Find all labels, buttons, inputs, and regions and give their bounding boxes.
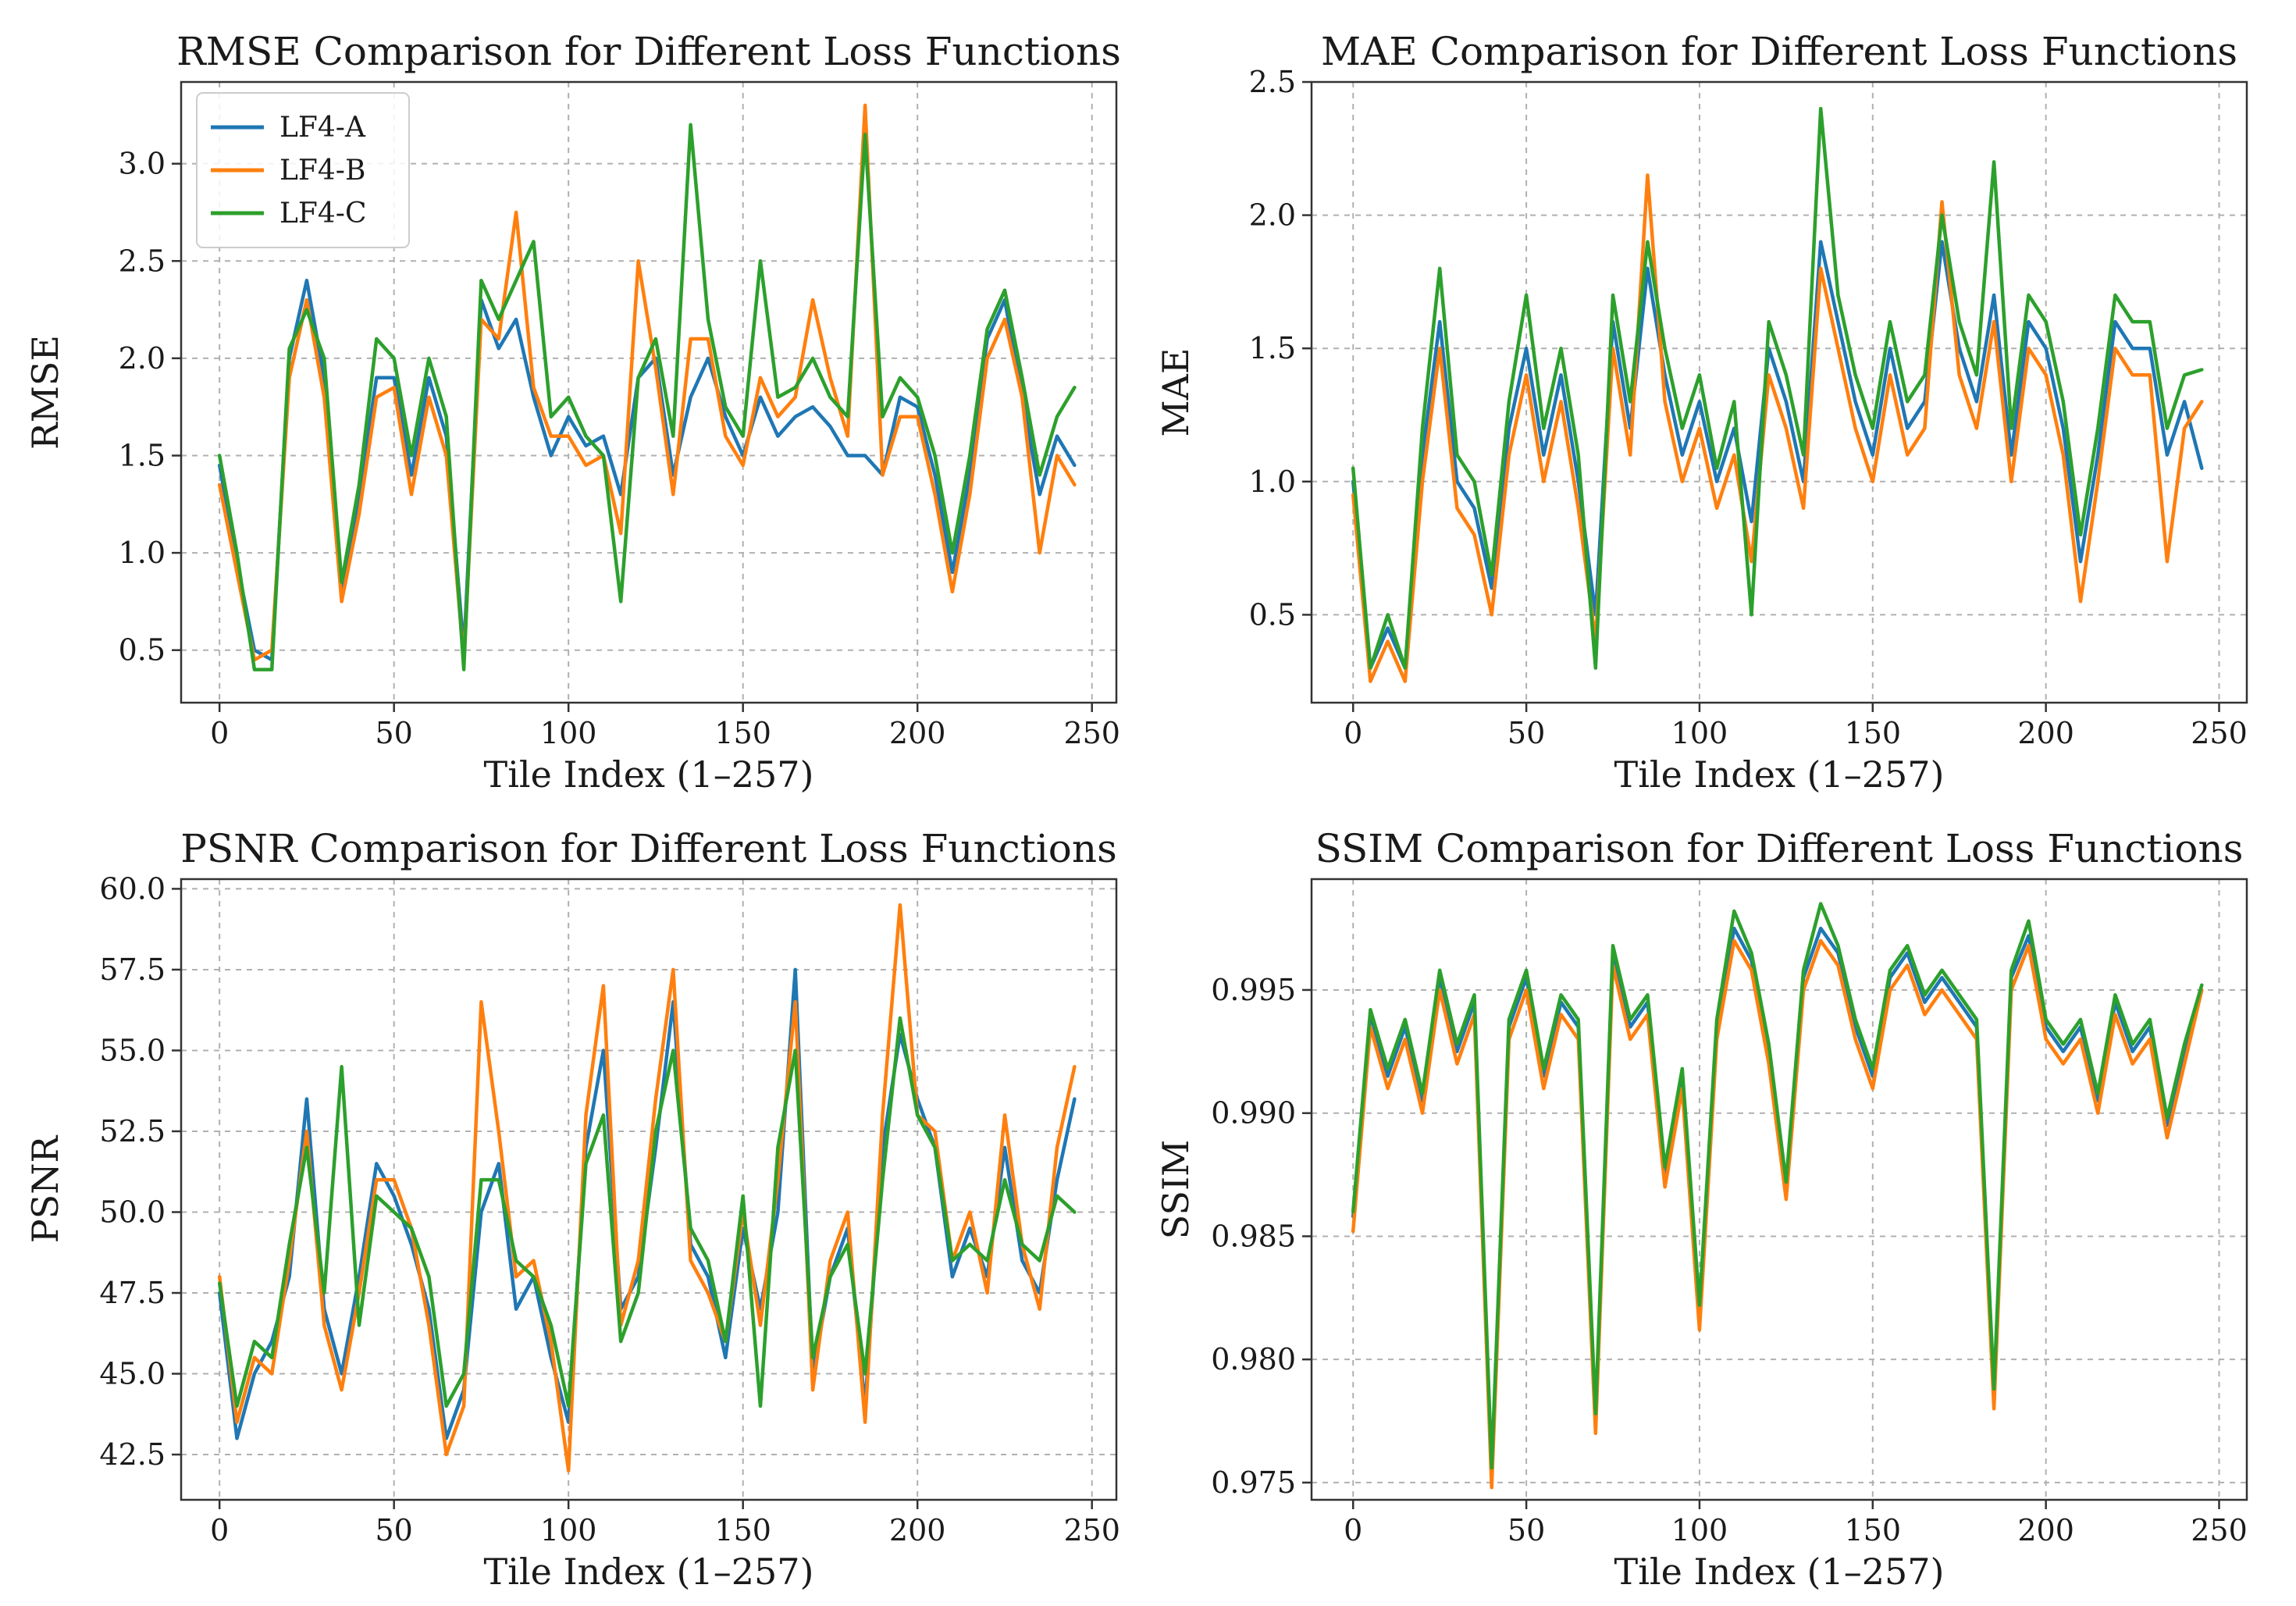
rmse-x-tick-label-2: 100 — [540, 716, 597, 750]
mae-series-lf4-b — [1351, 173, 2204, 683]
mae-series-lf4-c — [1351, 106, 2204, 670]
psnr-y-tick-label-0: 42.5 — [99, 1437, 166, 1472]
rmse-y-tick-label-5: 3.0 — [119, 147, 166, 181]
ssim-chart-title: SSIM Comparison for Different Loss Funct… — [1315, 826, 2244, 871]
ssim-y-axis-label: SSIM — [1155, 1140, 1197, 1240]
psnr-y-tick-label-1: 45.0 — [99, 1357, 166, 1391]
ssim-y-tick-label-4: 0.995 — [1211, 973, 1296, 1007]
mae-x-tick-label-2: 100 — [1671, 716, 1728, 750]
mae-x-tick-label-3: 150 — [1845, 716, 1902, 750]
rmse-y-tick-label-2: 1.5 — [119, 438, 166, 472]
rmse-legend: LF4-A LF4-B LF4-C — [196, 92, 410, 248]
psnr-y-tick-label-2: 47.5 — [99, 1276, 166, 1310]
psnr-panel: 0 50 100 150 200 250 42.5 45.0 47.5 50.0 52.5 55.0 5… — [24, 826, 1120, 1593]
rmse-x-tick-label-1: 50 — [375, 716, 412, 750]
psnr-x-tick-label-2: 100 — [540, 1513, 597, 1547]
mae-y-tick-label-4: 2.5 — [1249, 65, 1296, 99]
psnr-y-tick-label-6: 57.5 — [99, 953, 166, 987]
rmse-y-axis-label: RMSE — [24, 335, 66, 450]
mae-chart-title: MAE Comparison for Different Loss Functi… — [1321, 29, 2237, 74]
rmse-legend-box — [196, 92, 410, 248]
ssim-y-tick-label-2: 0.985 — [1211, 1219, 1296, 1253]
psnr-y-axis-label: PSNR — [24, 1134, 66, 1243]
ssim-y-tick-label-1: 0.980 — [1211, 1342, 1296, 1376]
ssim-y-tick-label-0: 0.975 — [1211, 1465, 1296, 1500]
psnr-x-tick-label-3: 150 — [714, 1513, 771, 1547]
ssim-panel: 0 50 100 150 200 250 0.975 0.980 0.985 0.990 0.995… — [1155, 826, 2248, 1593]
psnr-y-tick-label-7: 60.0 — [99, 871, 166, 906]
psnr-series-lf4-c — [217, 1016, 1077, 1408]
rmse-x-tick-label-5: 250 — [1063, 716, 1120, 750]
psnr-x-tick-label-1: 50 — [375, 1513, 412, 1547]
mae-y-axis-label: MAE — [1155, 348, 1197, 437]
mae-panel: 0 50 100 150 200 250 0.5 1.0 1.5 2.0 2.5 MAE Compar… — [1155, 29, 2248, 796]
rmse-legend-label-lf4-a: LF4-A — [279, 112, 366, 144]
ssim-plot-frame — [1310, 878, 2248, 1501]
psnr-y-tick-label-5: 55.0 — [99, 1033, 166, 1067]
ssim-x-tick-label-2: 100 — [1671, 1513, 1728, 1547]
ssim-x-tick-label-1: 50 — [1508, 1513, 1545, 1547]
psnr-series-lf4-b — [217, 903, 1077, 1472]
mae-y-tick-label-1: 1.0 — [1249, 465, 1296, 499]
rmse-legend-label-lf4-c: LF4-C — [279, 198, 367, 230]
mae-x-axis-label: Tile Index (1–257) — [1614, 753, 1945, 796]
rmse-y-tick-label-4: 2.5 — [119, 244, 166, 278]
mae-x-tick-label-5: 250 — [2191, 716, 2248, 750]
rmse-series-lf4-b — [217, 103, 1077, 662]
ssim-x-axis-label: Tile Index (1–257) — [1614, 1551, 1945, 1593]
ssim-series-lf4-c — [1351, 902, 2204, 1470]
mae-plot-frame — [1310, 80, 2248, 704]
rmse-series-lf4-c — [217, 123, 1077, 671]
psnr-x-tick-label-4: 200 — [889, 1513, 946, 1547]
rmse-y-tick-label-0: 0.5 — [119, 633, 166, 668]
psnr-y-tick-label-4: 52.5 — [99, 1114, 166, 1148]
ssim-x-tick-label-3: 150 — [1845, 1513, 1902, 1547]
rmse-x-tick-label-3: 150 — [714, 716, 771, 750]
psnr-x-tick-label-0: 0 — [210, 1513, 229, 1547]
psnr-x-axis-label: Tile Index (1–257) — [484, 1551, 814, 1593]
rmse-x-axis-label: Tile Index (1–257) — [484, 753, 814, 796]
rmse-plot-frame — [180, 80, 1118, 704]
ssim-y-tick-label-3: 0.990 — [1211, 1096, 1296, 1131]
psnr-x-tick-label-5: 250 — [1063, 1513, 1120, 1547]
ssim-x-tick-label-5: 250 — [2191, 1513, 2248, 1547]
mae-y-tick-label-3: 2.0 — [1249, 198, 1296, 233]
rmse-x-tick-label-4: 200 — [889, 716, 946, 750]
psnr-plot-frame — [180, 878, 1118, 1501]
rmse-y-tick-label-3: 2.0 — [119, 341, 166, 376]
rmse-legend-label-lf4-b: LF4-B — [279, 155, 365, 187]
rmse-y-tick-label-1: 1.0 — [119, 536, 166, 570]
psnr-y-tick-label-3: 50.0 — [99, 1195, 166, 1229]
mae-x-tick-label-0: 0 — [1344, 716, 1362, 750]
mae-y-tick-label-2: 1.5 — [1249, 331, 1296, 365]
ssim-x-tick-label-0: 0 — [1344, 1513, 1362, 1547]
rmse-chart-title: RMSE Comparison for Different Loss Funct… — [176, 29, 1121, 74]
rmse-panel: 0 50 100 150 200 250 0.5 1.0 1.5 2.0 2.5 3.0 RMSE Co… — [24, 29, 1121, 796]
mae-x-tick-label-4: 200 — [2017, 716, 2074, 750]
mae-y-tick-label-0: 0.5 — [1249, 597, 1296, 632]
ssim-x-tick-label-4: 200 — [2017, 1513, 2074, 1547]
mae-x-tick-label-1: 50 — [1508, 716, 1545, 750]
psnr-chart-title: PSNR Comparison for Different Loss Funct… — [180, 826, 1116, 871]
rmse-x-tick-label-0: 0 — [210, 716, 229, 750]
